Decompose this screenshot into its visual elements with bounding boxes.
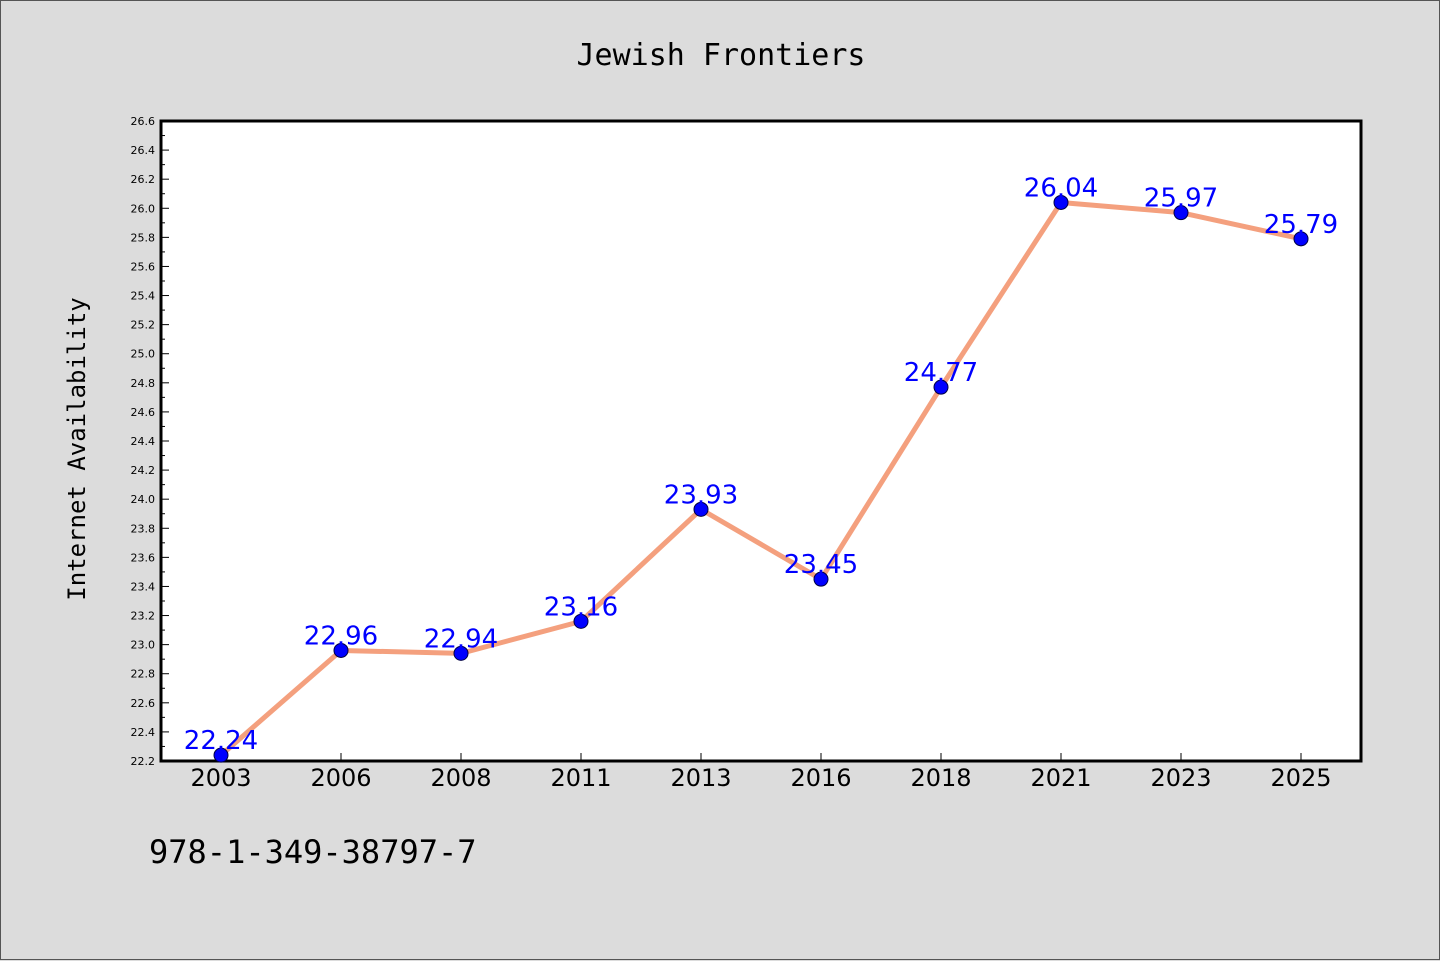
y-axis-label: Internet Availability bbox=[63, 297, 91, 600]
y-tick-label: 25.8 bbox=[131, 231, 156, 244]
y-tick-label: 26.4 bbox=[131, 144, 156, 157]
data-label: 24.77 bbox=[904, 358, 978, 388]
y-tick-label: 23.8 bbox=[131, 522, 156, 535]
data-point bbox=[693, 501, 709, 517]
y-tick-label: 25.0 bbox=[131, 348, 156, 361]
y-tick-label: 23.2 bbox=[131, 610, 156, 623]
y-tick-label: 24.0 bbox=[131, 493, 156, 506]
data-point bbox=[1173, 205, 1189, 221]
x-tick-label: 2013 bbox=[670, 764, 731, 792]
y-tick-label: 26.2 bbox=[131, 173, 156, 186]
data-point bbox=[453, 645, 469, 661]
data-label: 23.93 bbox=[664, 480, 738, 510]
y-tick-label: 25.2 bbox=[131, 319, 156, 332]
series-line-group bbox=[218, 199, 1304, 758]
data-label: 26.04 bbox=[1024, 173, 1098, 203]
data-labels-group: 22.24 22.96 22.94 23.16 23.93 23.45 24.77 26.04… bbox=[184, 173, 1338, 756]
y-tick-label: 22.2 bbox=[131, 755, 156, 768]
y-tick-label: 25.4 bbox=[131, 290, 156, 303]
y-tick-label: 23.4 bbox=[131, 580, 156, 593]
y-tick-label: 23.0 bbox=[131, 639, 156, 652]
y-tick-label: 24.2 bbox=[131, 464, 156, 477]
data-label: 22.94 bbox=[424, 624, 498, 654]
x-tick-label: 2008 bbox=[430, 764, 491, 792]
x-tick-label: 2003 bbox=[190, 764, 251, 792]
y-tick-label: 26.0 bbox=[131, 202, 156, 215]
x-tick-label: 2025 bbox=[1270, 764, 1331, 792]
plot-area bbox=[159, 119, 1363, 763]
x-tick-label: 2006 bbox=[310, 764, 371, 792]
data-label: 25.97 bbox=[1144, 184, 1218, 214]
data-label: 23.45 bbox=[784, 550, 858, 580]
data-point bbox=[1293, 231, 1309, 247]
y-tick-label: 26.6 bbox=[131, 115, 156, 128]
data-point bbox=[333, 642, 349, 658]
x-tick-label: 2016 bbox=[790, 764, 851, 792]
data-point bbox=[213, 747, 229, 763]
data-label: 22.24 bbox=[184, 726, 258, 756]
y-tick-label: 24.6 bbox=[131, 406, 156, 419]
y-tick-label: 23.6 bbox=[131, 551, 156, 564]
series-line bbox=[218, 199, 1304, 758]
chart-title: Jewish Frontiers bbox=[577, 38, 866, 73]
data-label: 25.79 bbox=[1264, 210, 1338, 240]
y-tick-label: 24.4 bbox=[131, 435, 156, 448]
y-tick-label: 22.6 bbox=[131, 697, 156, 710]
data-point bbox=[573, 613, 589, 629]
y-tick-label: 25.6 bbox=[131, 260, 156, 273]
x-tick-label: 2023 bbox=[1150, 764, 1211, 792]
data-label: 23.16 bbox=[544, 592, 618, 622]
x-tick-label: 2011 bbox=[550, 764, 611, 792]
data-point bbox=[1053, 194, 1069, 210]
x-tick-label: 2021 bbox=[1030, 764, 1091, 792]
y-tick-label: 24.8 bbox=[131, 377, 156, 390]
data-point bbox=[933, 379, 949, 395]
x-axis: 2003 2006 2008 2011 2013 2016 2018 2021 2023 2025 bbox=[190, 753, 1332, 792]
y-tick-label: 22.8 bbox=[131, 668, 156, 681]
x-tick-label: 2018 bbox=[910, 764, 971, 792]
data-label: 22.96 bbox=[304, 621, 378, 651]
y-tick-label: 22.4 bbox=[131, 726, 156, 739]
footer-code: 978-1-349-38797-7 bbox=[149, 833, 477, 871]
data-point bbox=[813, 571, 829, 587]
markers-group bbox=[213, 194, 1309, 763]
y-axis: 22.2 22.4 22.6 22.8 23.0 23.2 23.4 23.6 23.8 24.0… bbox=[131, 115, 169, 768]
